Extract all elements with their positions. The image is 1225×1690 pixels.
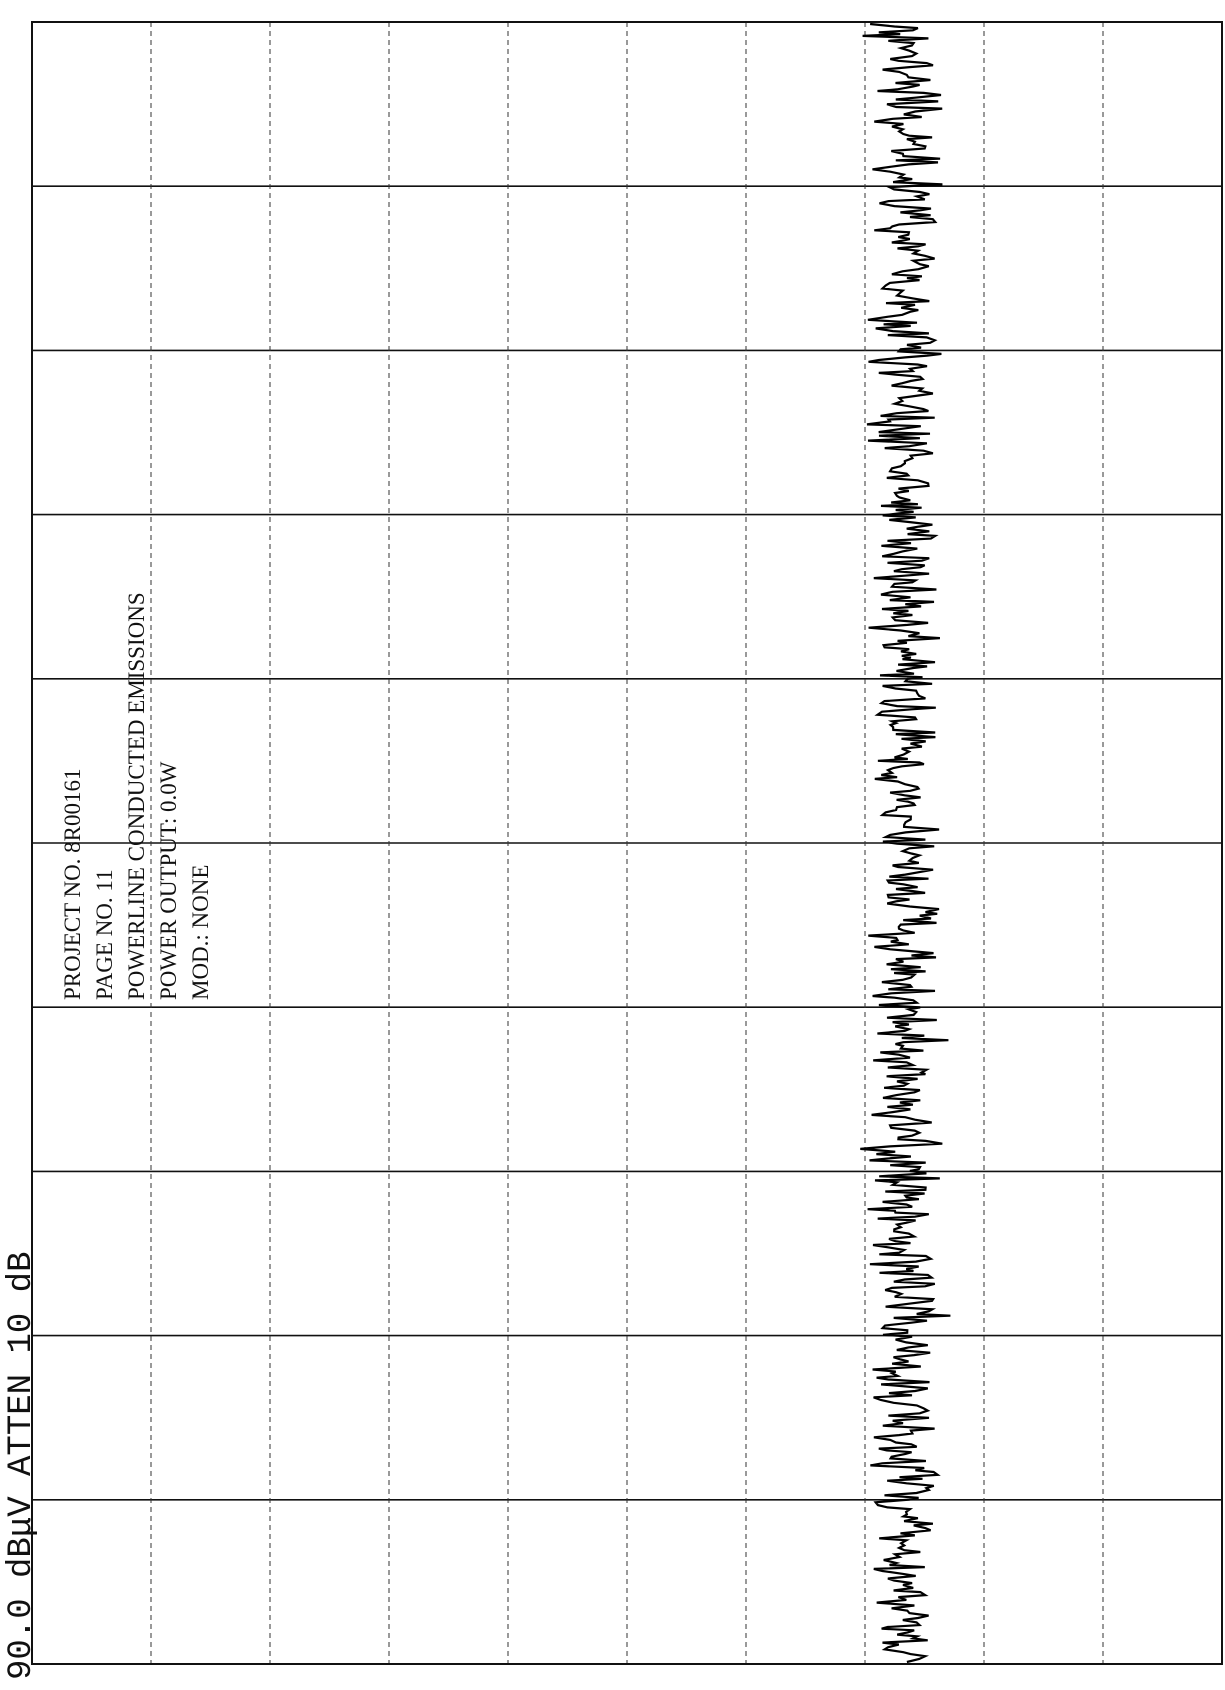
- grid: [32, 22, 1223, 1664]
- annotation-line: PROJECT NO. 8R00161: [60, 768, 85, 1000]
- annotation: PROJECT NO. 8R00161 PAGE NO. 11 POWERLINE …: [60, 592, 213, 1000]
- annotation-line: MOD.: NONE: [188, 865, 213, 1000]
- annotation-line: PAGE NO. 11: [92, 869, 117, 1000]
- annotation-line: POWERLINE CONDUCTED EMISSIONS: [124, 592, 149, 1000]
- plot-frame: [31, 21, 1223, 1665]
- trace: [860, 22, 951, 1664]
- scale-label: 90.0 dBμV ATTEN 10 dB: [3, 1252, 41, 1680]
- annotation-line: POWER OUTPUT: 0.0W: [156, 761, 181, 1000]
